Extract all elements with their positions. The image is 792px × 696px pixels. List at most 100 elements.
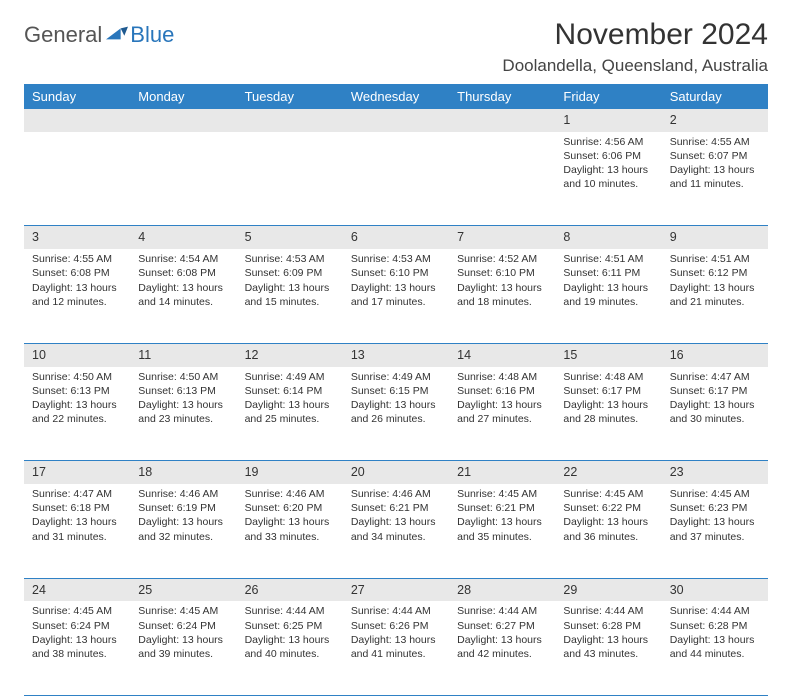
day-content-cell: Sunrise: 4:48 AMSunset: 6:16 PMDaylight:… <box>449 367 555 461</box>
day-content-cell: Sunrise: 4:45 AMSunset: 6:21 PMDaylight:… <box>449 484 555 578</box>
sunset-line: Sunset: 6:15 PM <box>351 384 441 398</box>
daylight-line: Daylight: 13 hours and 37 minutes. <box>670 515 760 543</box>
day-content-cell <box>130 132 236 226</box>
sunset-line: Sunset: 6:23 PM <box>670 501 760 515</box>
sunset-line: Sunset: 6:13 PM <box>138 384 228 398</box>
day-number-cell: 7 <box>449 226 555 249</box>
daylight-line: Daylight: 13 hours and 31 minutes. <box>32 515 122 543</box>
day-content-cell: Sunrise: 4:46 AMSunset: 6:21 PMDaylight:… <box>343 484 449 578</box>
sunrise-line: Sunrise: 4:45 AM <box>457 487 547 501</box>
day-content-cell: Sunrise: 4:44 AMSunset: 6:27 PMDaylight:… <box>449 601 555 695</box>
day-content-cell <box>24 132 130 226</box>
sunset-line: Sunset: 6:20 PM <box>245 501 335 515</box>
calendar-table: SundayMondayTuesdayWednesdayThursdayFrid… <box>24 84 768 696</box>
day-number-cell <box>130 109 236 132</box>
logo: General Blue <box>24 18 174 48</box>
sunset-line: Sunset: 6:21 PM <box>457 501 547 515</box>
day-content-cell: Sunrise: 4:51 AMSunset: 6:11 PMDaylight:… <box>555 249 661 343</box>
sunrise-line: Sunrise: 4:46 AM <box>138 487 228 501</box>
sunset-line: Sunset: 6:10 PM <box>351 266 441 280</box>
daynum-row: 3456789 <box>24 226 768 249</box>
daylight-line: Daylight: 13 hours and 33 minutes. <box>245 515 335 543</box>
sunrise-line: Sunrise: 4:50 AM <box>138 370 228 384</box>
daylight-line: Daylight: 13 hours and 11 minutes. <box>670 163 760 191</box>
sunset-line: Sunset: 6:18 PM <box>32 501 122 515</box>
day-content-cell: Sunrise: 4:47 AMSunset: 6:18 PMDaylight:… <box>24 484 130 578</box>
day-number-cell: 22 <box>555 461 661 484</box>
day-number-cell: 12 <box>237 343 343 366</box>
day-number-cell: 23 <box>662 461 768 484</box>
sunrise-line: Sunrise: 4:45 AM <box>32 604 122 618</box>
day-number-cell <box>343 109 449 132</box>
sunset-line: Sunset: 6:28 PM <box>670 619 760 633</box>
sunset-line: Sunset: 6:28 PM <box>563 619 653 633</box>
sunset-line: Sunset: 6:11 PM <box>563 266 653 280</box>
logo-mark-icon <box>106 26 128 40</box>
daylight-line: Daylight: 13 hours and 21 minutes. <box>670 281 760 309</box>
sunrise-line: Sunrise: 4:44 AM <box>563 604 653 618</box>
day-number-cell: 18 <box>130 461 236 484</box>
day-number-cell: 3 <box>24 226 130 249</box>
sunset-line: Sunset: 6:27 PM <box>457 619 547 633</box>
daylight-line: Daylight: 13 hours and 27 minutes. <box>457 398 547 426</box>
daylight-line: Daylight: 13 hours and 19 minutes. <box>563 281 653 309</box>
sunrise-line: Sunrise: 4:45 AM <box>138 604 228 618</box>
day-header: Saturday <box>662 84 768 109</box>
day-number-cell: 21 <box>449 461 555 484</box>
sunset-line: Sunset: 6:17 PM <box>563 384 653 398</box>
day-number-cell: 24 <box>24 578 130 601</box>
daylight-line: Daylight: 13 hours and 15 minutes. <box>245 281 335 309</box>
sunset-line: Sunset: 6:25 PM <box>245 619 335 633</box>
day-content-cell: Sunrise: 4:47 AMSunset: 6:17 PMDaylight:… <box>662 367 768 461</box>
sunrise-line: Sunrise: 4:51 AM <box>563 252 653 266</box>
day-content-cell: Sunrise: 4:55 AMSunset: 6:08 PMDaylight:… <box>24 249 130 343</box>
day-number-cell: 11 <box>130 343 236 366</box>
sunrise-line: Sunrise: 4:48 AM <box>457 370 547 384</box>
day-content-cell: Sunrise: 4:50 AMSunset: 6:13 PMDaylight:… <box>24 367 130 461</box>
sunset-line: Sunset: 6:08 PM <box>138 266 228 280</box>
day-number-cell: 20 <box>343 461 449 484</box>
day-content-cell: Sunrise: 4:44 AMSunset: 6:28 PMDaylight:… <box>662 601 768 695</box>
daynum-row: 10111213141516 <box>24 343 768 366</box>
day-content-cell: Sunrise: 4:45 AMSunset: 6:24 PMDaylight:… <box>130 601 236 695</box>
daylight-line: Daylight: 13 hours and 36 minutes. <box>563 515 653 543</box>
logo-text-blue: Blue <box>130 22 174 48</box>
day-content-cell: Sunrise: 4:51 AMSunset: 6:12 PMDaylight:… <box>662 249 768 343</box>
day-header: Thursday <box>449 84 555 109</box>
day-content-cell: Sunrise: 4:53 AMSunset: 6:09 PMDaylight:… <box>237 249 343 343</box>
sunset-line: Sunset: 6:10 PM <box>457 266 547 280</box>
content-row: Sunrise: 4:45 AMSunset: 6:24 PMDaylight:… <box>24 601 768 695</box>
daylight-line: Daylight: 13 hours and 12 minutes. <box>32 281 122 309</box>
day-content-cell: Sunrise: 4:44 AMSunset: 6:28 PMDaylight:… <box>555 601 661 695</box>
sunrise-line: Sunrise: 4:46 AM <box>245 487 335 501</box>
day-content-cell <box>343 132 449 226</box>
day-content-cell <box>449 132 555 226</box>
day-number-cell: 16 <box>662 343 768 366</box>
day-content-cell: Sunrise: 4:45 AMSunset: 6:22 PMDaylight:… <box>555 484 661 578</box>
day-content-cell: Sunrise: 4:44 AMSunset: 6:26 PMDaylight:… <box>343 601 449 695</box>
day-number-cell: 10 <box>24 343 130 366</box>
daylight-line: Daylight: 13 hours and 42 minutes. <box>457 633 547 661</box>
day-number-cell: 27 <box>343 578 449 601</box>
day-number-cell: 30 <box>662 578 768 601</box>
daylight-line: Daylight: 13 hours and 28 minutes. <box>563 398 653 426</box>
daylight-line: Daylight: 13 hours and 38 minutes. <box>32 633 122 661</box>
daylight-line: Daylight: 13 hours and 41 minutes. <box>351 633 441 661</box>
day-content-cell: Sunrise: 4:55 AMSunset: 6:07 PMDaylight:… <box>662 132 768 226</box>
content-row: Sunrise: 4:56 AMSunset: 6:06 PMDaylight:… <box>24 132 768 226</box>
sunrise-line: Sunrise: 4:49 AM <box>245 370 335 384</box>
sunrise-line: Sunrise: 4:50 AM <box>32 370 122 384</box>
daylight-line: Daylight: 13 hours and 10 minutes. <box>563 163 653 191</box>
day-header: Sunday <box>24 84 130 109</box>
sunrise-line: Sunrise: 4:44 AM <box>351 604 441 618</box>
sunset-line: Sunset: 6:12 PM <box>670 266 760 280</box>
daynum-row: 12 <box>24 109 768 132</box>
day-header: Tuesday <box>237 84 343 109</box>
daylight-line: Daylight: 13 hours and 34 minutes. <box>351 515 441 543</box>
sunset-line: Sunset: 6:17 PM <box>670 384 760 398</box>
sunset-line: Sunset: 6:26 PM <box>351 619 441 633</box>
day-content-cell: Sunrise: 4:54 AMSunset: 6:08 PMDaylight:… <box>130 249 236 343</box>
day-header: Friday <box>555 84 661 109</box>
day-content-cell: Sunrise: 4:48 AMSunset: 6:17 PMDaylight:… <box>555 367 661 461</box>
day-number-cell <box>237 109 343 132</box>
